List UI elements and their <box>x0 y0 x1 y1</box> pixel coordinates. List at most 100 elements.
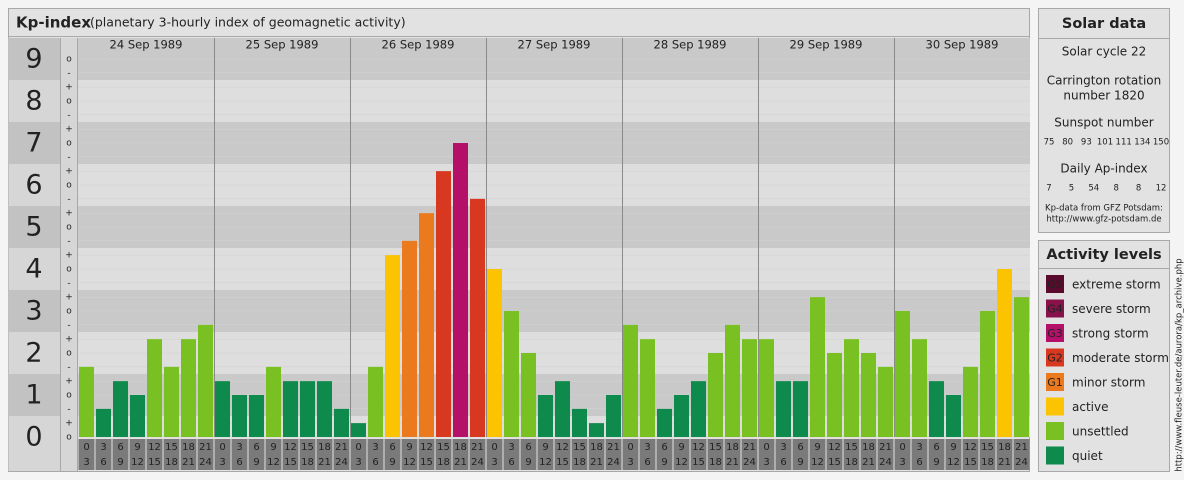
minor-tick-label: - <box>67 404 70 414</box>
hour-box <box>214 439 231 470</box>
bar <box>963 366 978 437</box>
bar <box>215 381 230 437</box>
kp-label-band <box>9 332 60 374</box>
legend-swatch <box>1046 348 1064 367</box>
hour-label: 15 <box>165 442 178 453</box>
kp-label-band <box>9 38 60 80</box>
solar-value: 75 <box>1044 138 1055 148</box>
hour-label: 6 <box>780 457 786 468</box>
hour-box <box>197 439 214 470</box>
bar <box>130 395 145 437</box>
hour-label: 0 <box>627 442 633 453</box>
legend-code: G5 <box>1047 278 1063 291</box>
legend-label: unsettled <box>1072 425 1129 439</box>
hour-box <box>418 439 435 470</box>
hour-label: 21 <box>726 457 739 468</box>
solar-value: 5 <box>1069 184 1074 194</box>
bar <box>266 366 281 437</box>
hour-box <box>265 439 282 470</box>
hour-label: 6 <box>100 457 106 468</box>
hour-label: 18 <box>590 442 603 453</box>
hour-label: 9 <box>525 457 531 468</box>
hour-label: 18 <box>998 442 1011 453</box>
hour-label: 15 <box>981 442 994 453</box>
bar <box>385 255 400 437</box>
hour-label: 9 <box>134 442 140 453</box>
hour-label: 3 <box>763 457 769 468</box>
minor-tick-label: o <box>66 265 72 275</box>
bar <box>334 408 349 437</box>
minor-tick-label: - <box>67 278 70 288</box>
hour-label: 15 <box>964 457 977 468</box>
bar <box>317 381 332 437</box>
hour-label: 24 <box>335 457 348 468</box>
bar <box>147 339 162 437</box>
legend-swatch <box>1046 397 1064 416</box>
hour-label: 0 <box>763 442 769 453</box>
hour-box <box>843 439 860 470</box>
hour-label: 18 <box>709 457 722 468</box>
legend-swatch <box>1046 324 1064 342</box>
bar <box>79 366 94 437</box>
hour-label: 21 <box>879 442 892 453</box>
hour-label: 18 <box>318 442 331 453</box>
hour-label: 21 <box>335 442 348 453</box>
minor-tick-label: + <box>65 335 73 345</box>
bar <box>895 311 910 437</box>
legend-label: minor storm <box>1072 376 1145 390</box>
hour-label: 21 <box>199 442 212 453</box>
minor-tick-label: + <box>65 419 73 429</box>
hour-box <box>877 439 894 470</box>
hour-label: 6 <box>117 442 123 453</box>
hour-box <box>384 439 401 470</box>
minor-tick-label: o <box>66 97 72 107</box>
hour-box <box>248 439 265 470</box>
y-tick-label: 7 <box>25 128 42 159</box>
kp-label-band <box>9 290 60 332</box>
legend-label: extreme storm <box>1072 278 1161 292</box>
hour-label: 15 <box>420 457 433 468</box>
hour-box <box>350 439 367 470</box>
hour-label: 15 <box>709 442 722 453</box>
hour-box <box>503 439 520 470</box>
chart-title: Kp-index <box>16 14 91 32</box>
hour-label: 15 <box>301 442 314 453</box>
day-label: 28 Sep 1989 <box>654 38 727 52</box>
day-label: 24 Sep 1989 <box>110 38 183 52</box>
solar-value: 150 <box>1153 138 1169 148</box>
hour-box <box>605 439 622 470</box>
hour-box <box>894 439 911 470</box>
bar <box>555 381 570 437</box>
hour-label: 9 <box>270 442 276 453</box>
kp-label-band <box>9 122 60 164</box>
hour-label: 0 <box>899 442 905 453</box>
hour-label: 12 <box>148 442 161 453</box>
hour-label: 21 <box>862 457 875 468</box>
hour-box <box>1013 439 1030 470</box>
bar <box>351 423 366 437</box>
hour-label: 3 <box>236 442 242 453</box>
bar <box>657 408 672 437</box>
bar <box>929 381 944 437</box>
bar <box>844 339 859 437</box>
hour-label: 6 <box>389 442 395 453</box>
minor-tick-label: - <box>67 362 70 372</box>
hour-box <box>486 439 503 470</box>
solar-value: 93 <box>1081 138 1092 148</box>
hour-label: 3 <box>780 442 786 453</box>
bar <box>96 408 111 437</box>
hour-label: 3 <box>508 442 514 453</box>
credit: Kp-data from GFZ Potsdam: <box>1045 204 1163 214</box>
ap-label: Daily Ap-index <box>1060 162 1147 176</box>
y-tick-label: 9 <box>25 44 42 75</box>
minor-tick-label: - <box>67 194 70 204</box>
hour-box <box>996 439 1013 470</box>
legend-code: G1 <box>1047 376 1063 389</box>
hour-label: 9 <box>678 442 684 453</box>
hour-label: 3 <box>100 442 106 453</box>
bar <box>861 353 876 437</box>
hour-box <box>639 439 656 470</box>
bar <box>453 143 468 437</box>
hour-label: 0 <box>219 442 225 453</box>
